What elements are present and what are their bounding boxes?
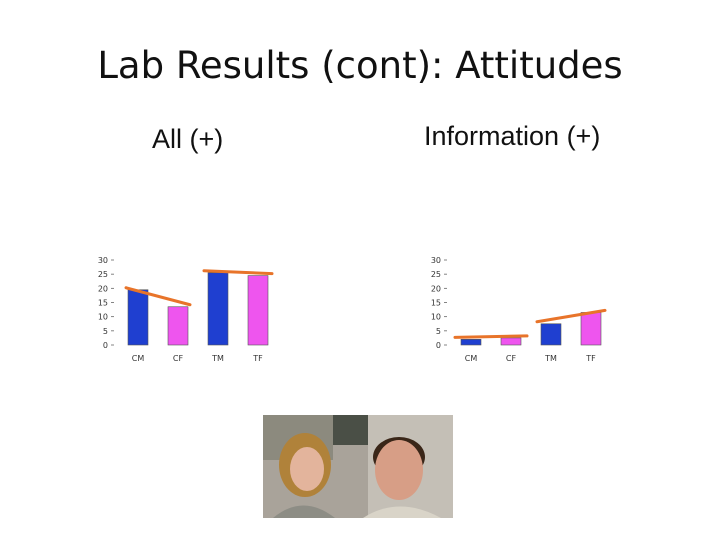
y-tick-label: 0 bbox=[103, 341, 108, 350]
bar-cf bbox=[500, 337, 522, 346]
slide-title: Lab Results (cont): Attitudes bbox=[97, 44, 623, 87]
y-tick-label: 15 bbox=[431, 299, 441, 308]
bar-cm bbox=[460, 339, 482, 346]
y-tick-label: 0 bbox=[436, 341, 441, 350]
y-tick-label: 5 bbox=[436, 327, 441, 336]
trend-line bbox=[202, 269, 274, 276]
bar-tm bbox=[540, 323, 562, 346]
all-attitudes-bar-chart: 30 25 20 15 10 5 0 CM CF TM TF bbox=[98, 256, 274, 363]
y-tick-label: 5 bbox=[103, 327, 108, 336]
x-tick-label: TF bbox=[252, 354, 263, 363]
y-tick-label: 25 bbox=[431, 270, 441, 279]
bar-tm bbox=[207, 272, 229, 346]
trend-line bbox=[453, 334, 529, 339]
right-chart-label: Information (+) bbox=[424, 121, 601, 151]
y-tick-label: 30 bbox=[431, 256, 441, 265]
bar-tf bbox=[580, 312, 602, 346]
bar-cf bbox=[167, 306, 189, 346]
information-attitudes-bar-chart: 30 25 20 15 10 5 0 CM CF TM TF bbox=[431, 256, 607, 363]
y-tick-label: 20 bbox=[98, 284, 108, 293]
x-tick-label: CF bbox=[173, 354, 184, 363]
trend-line bbox=[124, 286, 192, 307]
y-tick-label: 10 bbox=[98, 313, 108, 322]
y-tick-label: 30 bbox=[98, 256, 108, 265]
trend-line bbox=[535, 308, 607, 324]
photo-two-people bbox=[263, 415, 453, 518]
x-tick-label: CM bbox=[465, 354, 478, 363]
x-tick-label: CM bbox=[132, 354, 145, 363]
x-tick-label: TM bbox=[544, 354, 557, 363]
y-tick-label: 25 bbox=[98, 270, 108, 279]
bar-tf bbox=[247, 275, 269, 346]
x-tick-label: CF bbox=[506, 354, 517, 363]
y-tick-label: 10 bbox=[431, 313, 441, 322]
bar-cm bbox=[127, 289, 149, 346]
y-tick-label: 20 bbox=[431, 284, 441, 293]
two-people-photo-icon bbox=[263, 415, 453, 518]
left-chart-label: All (+) bbox=[152, 124, 224, 154]
y-tick-label: 15 bbox=[98, 299, 108, 308]
x-tick-label: TM bbox=[211, 354, 224, 363]
x-tick-label: TF bbox=[585, 354, 596, 363]
